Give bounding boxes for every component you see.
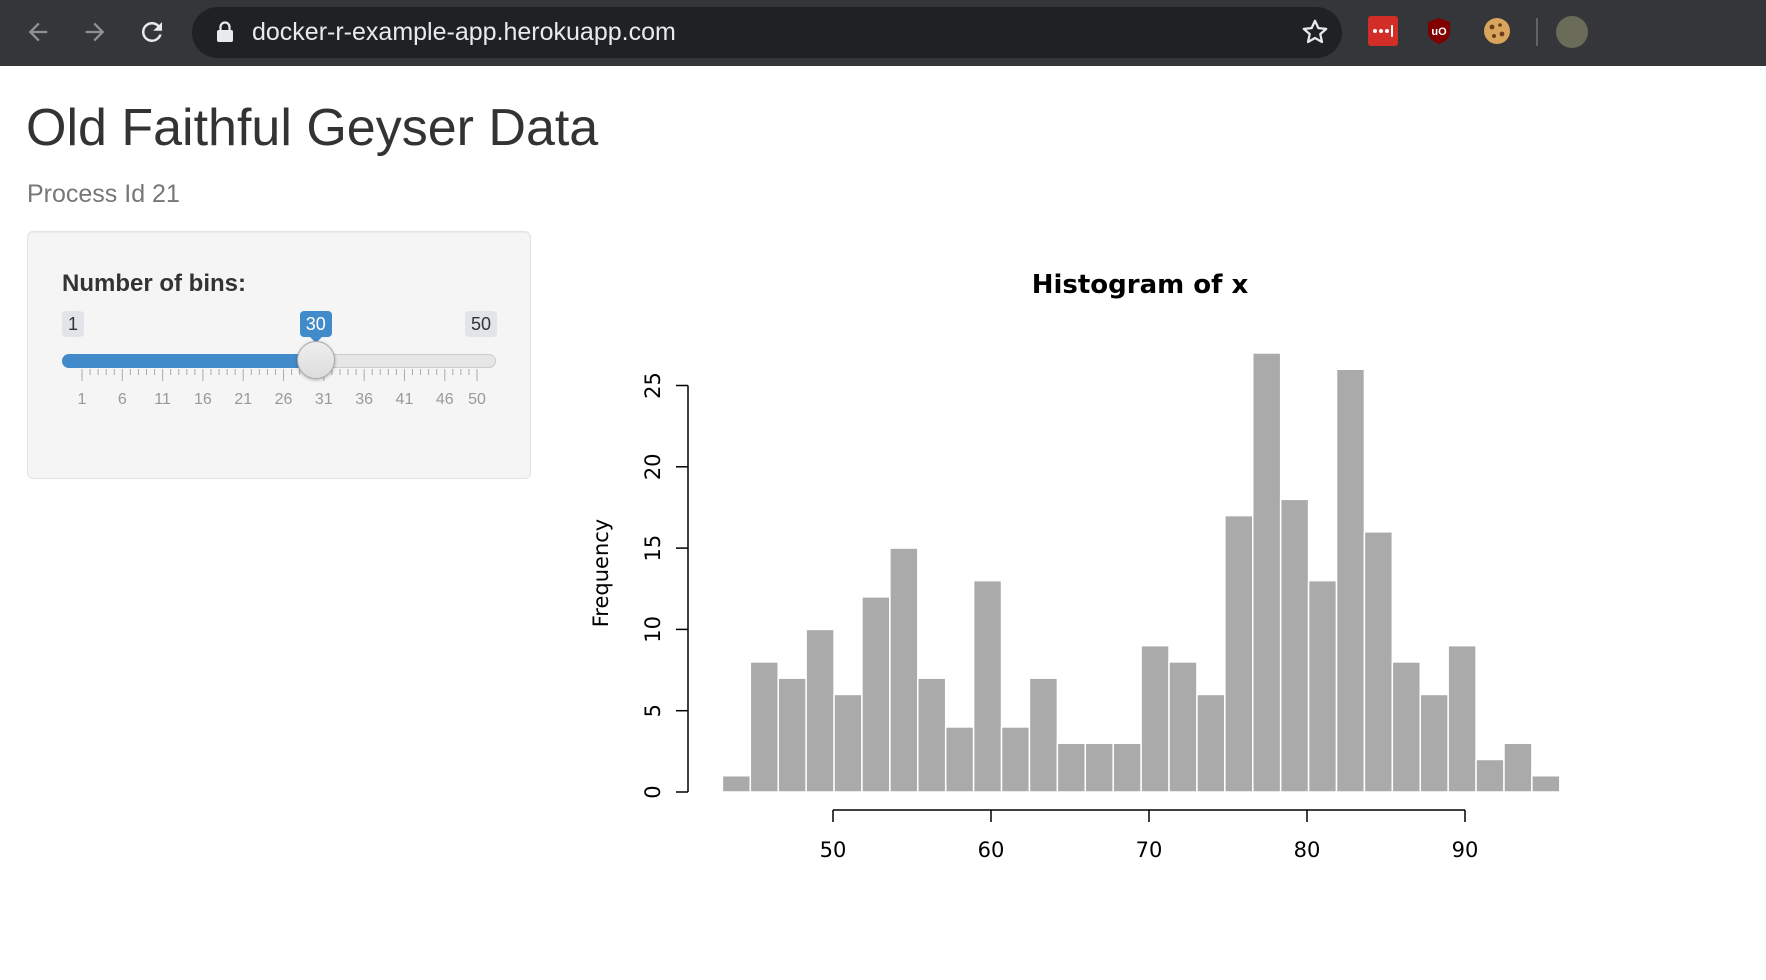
toolbar-separator — [1536, 18, 1538, 46]
process-id-text: Process Id 21 — [27, 180, 180, 208]
histogram-bar — [1112, 742, 1142, 793]
slider-tick-label: 46 — [435, 391, 454, 408]
star-icon[interactable] — [1300, 17, 1330, 47]
histogram-bar — [833, 693, 863, 793]
page-title: Old Faithful Geyser Data — [26, 99, 599, 157]
chart-title: Histogram of x — [1032, 270, 1249, 300]
profile-avatar[interactable] — [1556, 16, 1588, 48]
slider-value-badge: 30 — [299, 311, 332, 343]
histogram-bar — [1056, 742, 1087, 793]
back-button[interactable] — [18, 12, 58, 52]
sidebar-panel: Number of bins: 1 50 30 1 6 11 16 21 26 31 36 41… — [27, 231, 531, 479]
arrow-left-icon — [28, 22, 48, 42]
histogram-bar — [1279, 498, 1310, 793]
histogram-bar — [1447, 644, 1477, 793]
histogram-chart: Histogram of x 0 5 10 15 20 25 Frequency 50 60 70 8… — [589, 270, 1561, 862]
histogram-bar — [1028, 677, 1059, 793]
arrow-right-icon — [85, 22, 105, 42]
slider-tick-label: 6 — [117, 391, 127, 408]
slider-tick-label: 16 — [194, 391, 212, 408]
histogram-bar — [1335, 368, 1366, 793]
slider-tick-label: 1 — [77, 391, 87, 408]
histogram-bar — [917, 677, 947, 793]
svg-text:uO: uO — [1431, 26, 1447, 38]
histogram-bar — [1140, 644, 1170, 793]
histogram-bar — [944, 726, 975, 793]
histogram-bar — [1168, 661, 1198, 793]
histogram-bar — [1363, 531, 1394, 793]
y-tick-label: 5 — [641, 704, 665, 717]
histogram-bar — [1531, 774, 1561, 793]
slider-tick-label: 36 — [355, 391, 374, 408]
slider-max-badge: 50 — [465, 311, 498, 337]
x-tick-label: 60 — [978, 838, 1005, 862]
histogram-bar — [1307, 579, 1338, 793]
slider-handle[interactable] — [296, 341, 335, 379]
histogram-bar — [1391, 661, 1421, 793]
histogram-bar — [1252, 352, 1282, 793]
histogram-bar — [889, 547, 919, 793]
slider-tick-label: 31 — [314, 391, 333, 408]
histogram-bar — [1224, 514, 1254, 793]
x-tick-label: 80 — [1294, 838, 1321, 862]
histogram-bar — [805, 628, 835, 793]
slider-track-fill — [62, 354, 316, 368]
histogram-bar — [972, 579, 1003, 793]
url-text: docker-r-example-app.herokuapp.com — [252, 18, 676, 46]
histogram-bar — [1419, 693, 1449, 793]
histogram-bar — [861, 596, 891, 793]
histogram-bar — [749, 661, 779, 793]
bins-slider-label: Number of bins: — [62, 270, 246, 297]
browser-toolbar: docker-r-example-app.herokuapp.com uO — [0, 0, 1766, 66]
x-tick-label: 50 — [820, 838, 847, 862]
histogram-bar — [1196, 693, 1226, 793]
slider-tick-label: 50 — [468, 391, 486, 408]
slider-min-badge: 1 — [62, 311, 85, 337]
lock-icon — [217, 21, 233, 42]
slider-tick-label: 26 — [274, 391, 293, 408]
y-tick-label: 20 — [641, 453, 665, 480]
histogram-bar — [1084, 742, 1114, 793]
slider-ticks — [81, 369, 478, 381]
y-tick-label: 15 — [641, 535, 665, 562]
histogram-bar — [721, 774, 752, 793]
y-tick-label: 10 — [641, 616, 665, 643]
y-axis-label: Frequency — [589, 519, 613, 628]
slider-tick-label: 11 — [154, 391, 171, 408]
x-tick-label: 90 — [1452, 838, 1479, 862]
address-bar[interactable]: docker-r-example-app.herokuapp.com — [192, 7, 1342, 58]
y-tick-label: 0 — [641, 785, 665, 798]
histogram-bar — [1503, 742, 1533, 793]
lastpass-extension-icon[interactable] — [1368, 16, 1398, 46]
reload-icon — [141, 21, 162, 42]
forward-button[interactable] — [75, 12, 115, 52]
y-tick-label: 25 — [641, 372, 665, 399]
x-tick-label: 70 — [1136, 838, 1163, 862]
cookie-extension-icon[interactable] — [1482, 16, 1512, 46]
histogram-bar — [777, 677, 807, 793]
slider-tick-label: 21 — [234, 391, 253, 408]
slider-tick-label: 41 — [395, 391, 414, 408]
histogram-bar — [1475, 758, 1505, 793]
histogram-bar — [1000, 726, 1031, 793]
ublock-extension-icon[interactable]: uO — [1424, 16, 1454, 46]
reload-button[interactable] — [132, 12, 172, 52]
